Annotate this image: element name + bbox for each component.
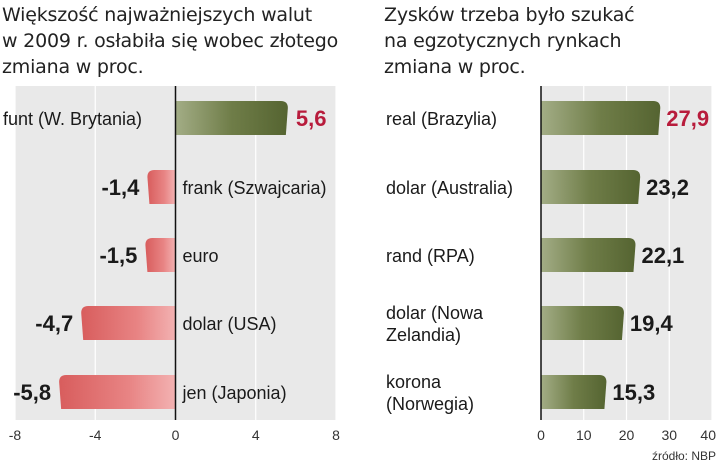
right-bar: [541, 101, 661, 135]
right-category-label: (Norwegia): [386, 394, 474, 414]
left-value-label: -4,7: [35, 311, 73, 336]
left-value-label: -1,4: [101, 175, 140, 200]
left-title-line-1: Większość najważniejszych walut: [2, 4, 313, 26]
left-title-line-2: w 2009 r. osłabiła się wobec złotego: [2, 30, 339, 52]
left-category-label: euro: [183, 246, 219, 266]
left-bar: [81, 306, 176, 340]
right-title-line-3: zmiana w proc.: [384, 56, 526, 78]
right-category-label: dolar (Nowa: [386, 303, 484, 323]
left-tick-label: 4: [252, 427, 260, 443]
left-bar: [147, 170, 176, 204]
right-value-label: 23,2: [646, 175, 689, 200]
left-bar: [145, 238, 176, 272]
right-bar: [541, 170, 641, 204]
right-tick-label: 0: [537, 427, 545, 443]
left-tick-label: -4: [89, 427, 102, 443]
right-tick-label: 20: [619, 427, 635, 443]
right-category-label: korona: [386, 372, 442, 392]
right-tick-label: 40: [700, 427, 716, 443]
right-category-label: Zelandia): [386, 325, 461, 345]
right-title-line-1: Zysków trzeba było szukać: [384, 4, 635, 26]
right-value-label: 15,3: [612, 380, 655, 405]
right-chart-title: Zysków trzeba było szukać na egzotycznyc…: [384, 2, 635, 80]
left-category-label: dolar (USA): [183, 314, 277, 334]
left-chart-title: Większość najważniejszych walut w 2009 r…: [2, 2, 338, 80]
right-value-label: 19,4: [630, 311, 674, 336]
right-chart: 0 10 20 30 40 27,9 real (Brazylia) 23,2 dolar (A…: [386, 86, 716, 443]
right-value-label: 27,9: [666, 106, 709, 131]
left-value-label: -5,8: [13, 380, 51, 405]
right-category-label: real (Brazylia): [386, 109, 497, 129]
right-bar: [541, 238, 636, 272]
left-tick-label: -8: [9, 427, 22, 443]
right-bar: [541, 306, 624, 340]
left-value-label: 5,6: [296, 106, 327, 131]
right-tick-label: 10: [576, 427, 592, 443]
right-tick-label: 30: [661, 427, 677, 443]
right-title-line-2: na egzotycznych rynkach: [384, 30, 622, 52]
right-category-label: dolar (Australia): [386, 178, 513, 198]
right-bar: [541, 375, 607, 409]
left-category-label: funt (W. Brytania): [3, 109, 142, 129]
left-category-label: jen (Japonia): [182, 383, 287, 403]
left-value-label: -1,5: [99, 243, 137, 268]
left-category-label: frank (Szwajcaria): [183, 178, 327, 198]
left-tick-label: 8: [332, 427, 340, 443]
left-chart: -8 -4 0 4 8 5,6 funt (W. Brytania) -1,4 frank (S…: [3, 86, 340, 443]
right-value-label: 22,1: [641, 243, 684, 268]
source-note: źródło: NBP: [651, 449, 716, 463]
left-tick-label: 0: [172, 427, 180, 443]
left-bar: [59, 375, 176, 409]
right-category-label: rand (RPA): [386, 246, 475, 266]
left-title-line-3: zmiana w proc.: [2, 56, 144, 78]
left-bar: [175, 101, 288, 135]
